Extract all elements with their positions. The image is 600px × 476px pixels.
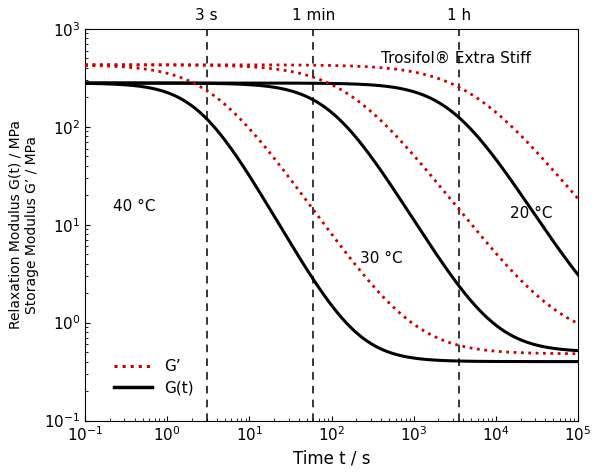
Text: 30 °C: 30 °C xyxy=(360,251,403,266)
Y-axis label: Relaxation Modulus G(t) / MPa
Storage Modulus G’ / MPa: Relaxation Modulus G(t) / MPa Storage Mo… xyxy=(8,120,38,329)
Legend: G’, G(t): G’, G(t) xyxy=(107,353,200,401)
Text: Trosifol® Extra Stiff: Trosifol® Extra Stiff xyxy=(381,50,531,65)
X-axis label: Time t / s: Time t / s xyxy=(293,450,370,467)
Text: 20 °C: 20 °C xyxy=(511,206,553,221)
Text: 40 °C: 40 °C xyxy=(113,198,156,214)
